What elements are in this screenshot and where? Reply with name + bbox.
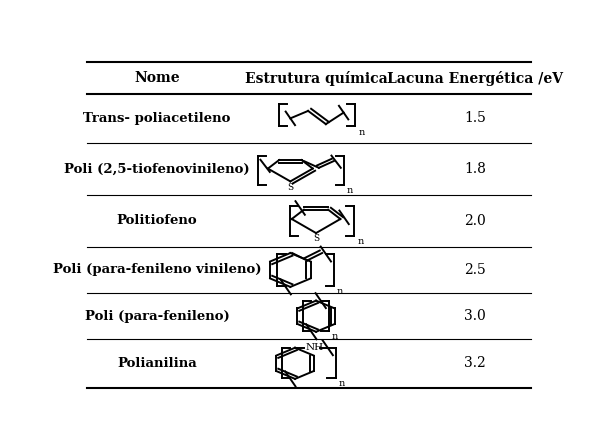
Text: Politiofeno: Politiofeno bbox=[117, 214, 197, 227]
Text: 3.2: 3.2 bbox=[464, 356, 486, 370]
Text: n: n bbox=[357, 237, 364, 246]
Text: S: S bbox=[287, 183, 294, 192]
Text: 2.0: 2.0 bbox=[464, 214, 486, 228]
Text: Poli (para-fenileno): Poli (para-fenileno) bbox=[85, 310, 230, 323]
Text: Nome: Nome bbox=[134, 71, 180, 85]
Text: Poli (2,5-tiofenovinileno): Poli (2,5-tiofenovinileno) bbox=[65, 162, 250, 175]
Text: Trans- poliacetileno: Trans- poliacetileno bbox=[83, 112, 231, 125]
Text: Polianilina: Polianilina bbox=[117, 357, 197, 370]
Text: S: S bbox=[313, 235, 319, 243]
Text: 1.5: 1.5 bbox=[464, 111, 486, 125]
Text: n: n bbox=[337, 287, 343, 296]
Text: 2.5: 2.5 bbox=[464, 263, 486, 277]
Text: 1.8: 1.8 bbox=[464, 162, 486, 176]
Text: n: n bbox=[358, 128, 364, 136]
Text: Estrutura química: Estrutura química bbox=[245, 71, 387, 86]
Text: n: n bbox=[332, 332, 338, 341]
Text: Poli (para-fenileno vinileno): Poli (para-fenileno vinileno) bbox=[53, 264, 262, 276]
Text: n: n bbox=[338, 379, 345, 388]
Text: NH: NH bbox=[305, 343, 323, 352]
Text: 3.0: 3.0 bbox=[464, 309, 486, 323]
Text: Lacuna Energética /eV: Lacuna Energética /eV bbox=[387, 71, 563, 86]
Text: n: n bbox=[347, 186, 353, 195]
